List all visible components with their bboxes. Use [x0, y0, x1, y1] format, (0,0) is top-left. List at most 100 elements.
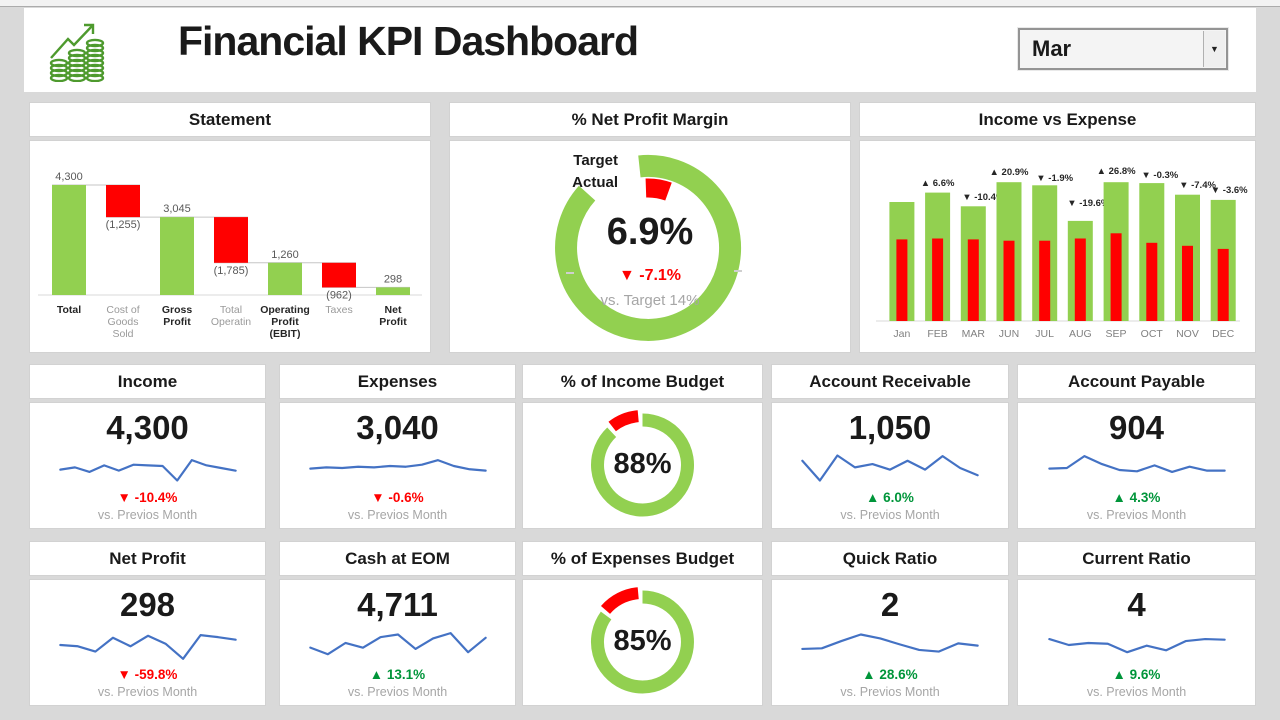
- window-top-strip: [0, 0, 1280, 7]
- tile-gauge: 85%: [523, 580, 762, 705]
- tile-body: 2 ▲ 28.6% vs. Previos Month: [772, 580, 1008, 705]
- kpi-tile--of-income-budget: % of Income Budget 88%: [523, 365, 762, 528]
- svg-text:(962): (962): [326, 289, 352, 301]
- tile-title: Quick Ratio: [772, 542, 1008, 575]
- tile-sparkline: [58, 634, 237, 660]
- tile-sparkline: [801, 633, 979, 653]
- svg-text:FEB: FEB: [927, 328, 947, 340]
- svg-text:Cost of: Cost of: [106, 304, 139, 316]
- svg-text:Operatin: Operatin: [211, 316, 251, 328]
- tile-sparkline: [308, 459, 487, 472]
- kpi-tile-current-ratio: Current Ratio 4 ▲ 9.6% vs. Previos Month: [1018, 542, 1255, 705]
- svg-text:Sold: Sold: [112, 328, 133, 340]
- svg-text:3,045: 3,045: [163, 203, 191, 215]
- tile-sparkline: [58, 459, 237, 482]
- tile-body: 85%: [523, 580, 762, 705]
- header: Financial KPI Dashboard Mar ▼: [24, 8, 1256, 92]
- tile-title: Net Profit: [30, 542, 265, 575]
- tile-gauge-value: 88%: [613, 448, 672, 480]
- svg-text:Jan: Jan: [893, 328, 910, 340]
- gauge-value: 6.9%: [606, 211, 694, 253]
- svg-text:Taxes: Taxes: [325, 304, 352, 316]
- tile-vs-label: vs. Previos Month: [97, 685, 198, 699]
- tile-vs-label: vs. Previos Month: [840, 508, 940, 522]
- tile-title: Current Ratio: [1018, 542, 1255, 575]
- tile-delta: ▲ 4.3%: [1112, 490, 1161, 505]
- tile-title: % of Income Budget: [523, 365, 762, 398]
- svg-text:▼ -10.4%: ▼ -10.4%: [962, 192, 1005, 203]
- tile-gauge-value: 85%: [613, 625, 672, 657]
- svg-text:Gross: Gross: [162, 304, 193, 316]
- svg-text:Profit: Profit: [163, 316, 191, 328]
- tile-value: 4,711: [357, 586, 438, 623]
- tile-sparkline: [1047, 637, 1226, 654]
- tile-title: Cash at EOM: [280, 542, 515, 575]
- svg-text:▲ 26.8%: ▲ 26.8%: [1097, 166, 1137, 177]
- tile-value: 298: [119, 586, 176, 623]
- svg-text:AUG: AUG: [1069, 328, 1092, 340]
- tile-delta: ▲ 9.6%: [1112, 667, 1161, 682]
- kpi-tile-account-receivable: Account Receivable 1,050 ▲ 6.0% vs. Prev…: [772, 365, 1008, 528]
- tile-gauge-chart: [591, 410, 694, 517]
- svg-text:(EBIT): (EBIT): [270, 328, 301, 340]
- tile-vs-label: vs. Previos Month: [1086, 685, 1187, 699]
- gauge-actual-label: Actual: [572, 174, 618, 191]
- tile-sparkline: [308, 632, 487, 656]
- tile-title: Income: [30, 365, 265, 398]
- kpi-tile-cash-at-eom: Cash at EOM 4,711 ▲ 13.1% vs. Previos Mo…: [280, 542, 515, 705]
- page-title: Financial KPI Dashboard: [178, 18, 639, 64]
- tile-body: 3,040 ▼ -0.6% vs. Previos Month: [280, 403, 515, 528]
- tile-gauge-chart: [590, 587, 694, 694]
- svg-text:Profit: Profit: [379, 316, 407, 328]
- svg-text:SEP: SEP: [1106, 328, 1127, 340]
- svg-text:▼ -1.9%: ▼ -1.9%: [1036, 173, 1073, 184]
- gauge-vs-target-label: vs. Target 14%: [600, 292, 700, 309]
- svg-text:▼ -3.6%: ▼ -3.6%: [1211, 185, 1248, 196]
- tile-vs-label: vs. Previos Month: [840, 685, 940, 699]
- month-selector-value: Mar: [1032, 36, 1072, 61]
- svg-text:Total: Total: [220, 304, 242, 316]
- tile-sparkline: [1047, 455, 1226, 474]
- tile-title: Account Receivable: [772, 365, 1008, 398]
- tile-body: 904 ▲ 4.3% vs. Previos Month: [1018, 403, 1255, 528]
- tile-body: 4 ▲ 9.6% vs. Previos Month: [1018, 580, 1255, 705]
- svg-text:▼ -0.3%: ▼ -0.3%: [1141, 170, 1178, 181]
- svg-text:Total: Total: [57, 304, 81, 316]
- tile-vs-label: vs. Previos Month: [347, 685, 448, 699]
- tile-body: 88%: [523, 403, 762, 528]
- tile-value: 2: [880, 586, 900, 623]
- svg-text:Net: Net: [385, 304, 402, 316]
- tile-value: 1,050: [848, 409, 932, 446]
- tile-gauge: 88%: [523, 403, 762, 528]
- month-selector[interactable]: Mar ▼: [1018, 28, 1228, 70]
- tile-vs-label: vs. Previos Month: [347, 508, 448, 522]
- svg-text:Profit: Profit: [271, 316, 299, 328]
- tile-delta: ▼ -10.4%: [117, 490, 178, 505]
- tile-value: 4,300: [106, 409, 189, 446]
- kpi-tile-expenses: Expenses 3,040 ▼ -0.6% vs. Previos Month: [280, 365, 515, 528]
- tile-body: 298 ▼ -59.8% vs. Previos Month: [30, 580, 265, 705]
- svg-text:JUL: JUL: [1035, 328, 1054, 340]
- net-profit-margin-gauge-chart: [555, 154, 742, 341]
- svg-text:298: 298: [384, 273, 402, 285]
- net-profit-margin-panel-title: % Net Profit Margin: [450, 103, 850, 136]
- svg-text:DEC: DEC: [1212, 328, 1235, 340]
- statement-panel-title: Statement: [30, 103, 430, 136]
- tile-body: 4,711 ▲ 13.1% vs. Previos Month: [280, 580, 515, 705]
- tile-value: 4: [1127, 586, 1146, 623]
- dropdown-arrow-icon[interactable]: ▼: [1203, 31, 1225, 67]
- svg-text:Operating: Operating: [260, 304, 310, 316]
- svg-text:▼ -7.4%: ▼ -7.4%: [1179, 180, 1216, 191]
- tile-delta: ▲ 28.6%: [862, 667, 918, 682]
- svg-text:1,260: 1,260: [271, 249, 299, 261]
- svg-text:Goods: Goods: [108, 316, 139, 328]
- svg-text:OCT: OCT: [1141, 328, 1164, 340]
- tile-value: 3,040: [356, 409, 439, 446]
- income-vs-expense-panel-title: Income vs Expense: [860, 103, 1255, 136]
- tile-delta: ▼ -59.8%: [117, 667, 178, 682]
- kpi-tile-account-payable: Account Payable 904 ▲ 4.3% vs. Previos M…: [1018, 365, 1255, 528]
- svg-text:▲ 20.9%: ▲ 20.9%: [990, 167, 1030, 178]
- growing-coins-icon: [46, 18, 110, 82]
- svg-text:MAR: MAR: [962, 328, 986, 340]
- svg-text:JUN: JUN: [999, 328, 1019, 340]
